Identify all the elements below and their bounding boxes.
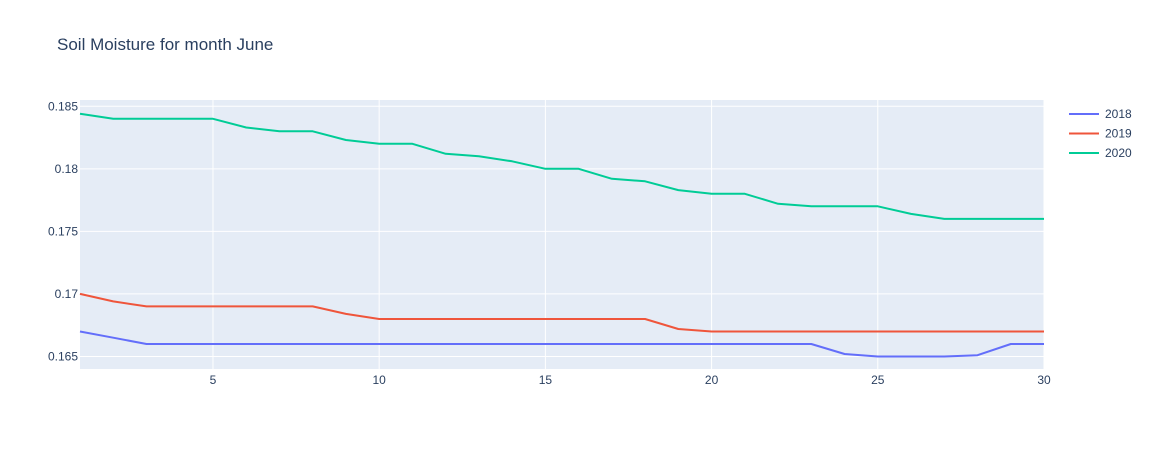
legend-label-2018[interactable]: 2018 — [1105, 107, 1132, 121]
x-tick-label: 15 — [539, 373, 553, 387]
y-tick-label: 0.175 — [48, 224, 78, 238]
legend-label-2019[interactable]: 2019 — [1105, 127, 1132, 141]
x-tick-label: 25 — [871, 373, 885, 387]
y-axis: 0.165 0.17 0.175 0.18 0.185 — [48, 99, 78, 363]
x-tick-label: 30 — [1037, 373, 1051, 387]
series-lines — [79, 112, 1044, 358]
legend: 2018 2019 2020 — [1069, 107, 1132, 160]
series-line-2018 — [79, 330, 1044, 358]
y-tick-label: 0.17 — [55, 287, 79, 301]
grid — [80, 100, 1045, 369]
x-axis: 5 10 15 20 25 30 — [210, 373, 1051, 387]
x-tick-label: 10 — [372, 373, 386, 387]
y-tick-label: 0.185 — [48, 99, 78, 113]
y-tick-label: 0.165 — [48, 349, 78, 363]
chart-title: Soil Moisture for month June — [57, 35, 273, 54]
x-tick-label: 20 — [705, 373, 719, 387]
legend-label-2020[interactable]: 2020 — [1105, 146, 1132, 160]
plot-area — [80, 100, 1044, 369]
y-tick-label: 0.18 — [55, 162, 79, 176]
series-line-2020 — [79, 112, 1044, 220]
x-tick-label: 5 — [210, 373, 217, 387]
series-line-2019 — [79, 292, 1044, 333]
